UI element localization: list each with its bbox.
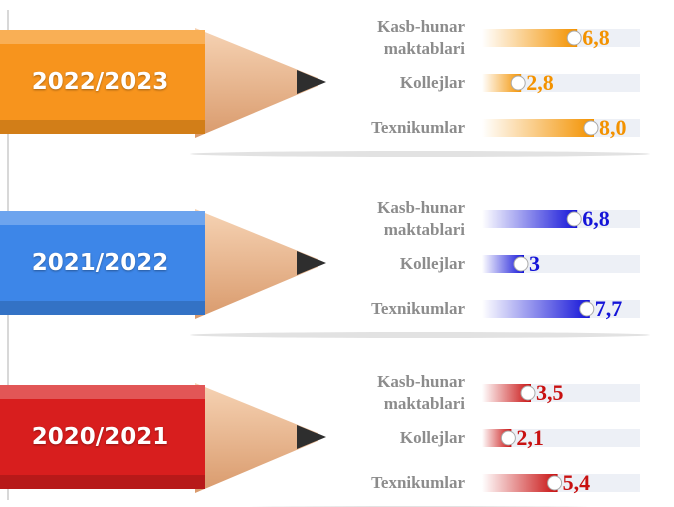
- value-label: 2,8: [526, 70, 554, 96]
- bar: [482, 119, 594, 137]
- value-label: 6,8: [582, 25, 610, 51]
- pencil-shade: [0, 301, 205, 315]
- value-label: 6,8: [582, 206, 610, 232]
- category-label: Kasb-hunar maktablari: [315, 197, 465, 241]
- pencil-year: 2022/2023: [0, 69, 200, 95]
- category-label: Kollejlar: [315, 253, 465, 275]
- bar-knob: [580, 302, 594, 316]
- bar-knob: [521, 386, 535, 400]
- category-label: Kasb-hunar maktablari: [315, 371, 465, 415]
- bar-knob: [567, 212, 581, 226]
- value-label: 3: [529, 251, 540, 277]
- category-label: Texnikumlar: [315, 117, 465, 139]
- value-label: 7,7: [595, 296, 623, 322]
- infographic: 2022/2023 Kasb-hunar maktablari 6,8 Kollejl…: [0, 0, 674, 507]
- bar-knob: [514, 257, 528, 271]
- value-label: 8,0: [599, 115, 627, 141]
- bar: [482, 210, 577, 228]
- bar: [482, 474, 558, 492]
- pencil-year: 2020/2021: [0, 424, 200, 450]
- pencil-highlight: [0, 30, 205, 44]
- category-label: Kollejlar: [315, 427, 465, 449]
- value-label: 2,1: [516, 425, 544, 451]
- value-label: 3,5: [536, 380, 564, 406]
- bar-knob: [567, 31, 581, 45]
- bar-knob: [511, 76, 525, 90]
- pencil-shade: [0, 120, 205, 134]
- category-label: Kasb-hunar maktablari: [315, 16, 465, 60]
- bar-knob: [584, 121, 598, 135]
- pencil-year: 2021/2022: [0, 250, 200, 276]
- panel-shadow: [190, 332, 650, 338]
- bar-knob: [548, 476, 562, 490]
- bar-knob: [501, 431, 515, 445]
- panel-shadow: [190, 151, 650, 157]
- pencil-highlight: [0, 385, 205, 399]
- bar: [482, 300, 590, 318]
- category-label: Texnikumlar: [315, 298, 465, 320]
- category-label: Texnikumlar: [315, 472, 465, 494]
- pencil-shade: [0, 475, 205, 489]
- value-label: 5,4: [563, 470, 591, 496]
- pencil-highlight: [0, 211, 205, 225]
- bar: [482, 29, 577, 47]
- category-label: Kollejlar: [315, 72, 465, 94]
